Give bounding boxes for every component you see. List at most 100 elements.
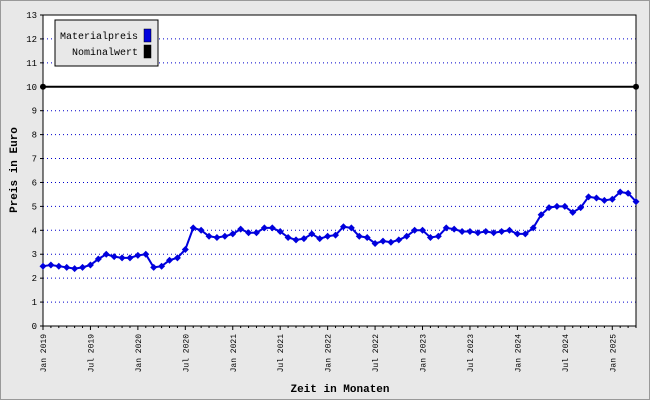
data-point bbox=[260, 224, 268, 232]
data-point bbox=[40, 83, 46, 90]
x-tick-label: Jul 2021 bbox=[277, 334, 286, 373]
data-point bbox=[442, 224, 450, 232]
data-point bbox=[458, 228, 466, 236]
legend-swatch bbox=[143, 28, 152, 43]
y-tick-label: 10 bbox=[26, 83, 37, 93]
data-point bbox=[237, 225, 245, 233]
legend-label: Nominalwert bbox=[72, 47, 138, 59]
data-point bbox=[118, 254, 126, 262]
data-point bbox=[94, 255, 102, 263]
data-point bbox=[545, 204, 553, 212]
data-point bbox=[316, 235, 324, 243]
y-tick-label: 3 bbox=[32, 250, 37, 260]
data-point bbox=[47, 261, 55, 269]
data-point bbox=[371, 239, 379, 247]
series-line bbox=[42, 190, 637, 270]
y-tick-label: 9 bbox=[32, 107, 37, 117]
data-point bbox=[379, 237, 387, 245]
data-point bbox=[466, 228, 474, 236]
data-point bbox=[633, 83, 639, 90]
data-point bbox=[142, 250, 150, 258]
legend: Materialpreis Nominalwert bbox=[54, 19, 159, 67]
data-point bbox=[332, 231, 340, 239]
data-point bbox=[482, 228, 490, 236]
legend-label: Materialpreis bbox=[60, 31, 138, 43]
data-point bbox=[403, 232, 411, 240]
data-point bbox=[521, 230, 529, 238]
data-point bbox=[213, 233, 221, 241]
data-point bbox=[624, 189, 632, 197]
data-point bbox=[221, 232, 229, 240]
data-point bbox=[284, 233, 292, 241]
data-point bbox=[245, 229, 253, 237]
x-tick-label: Jul 2022 bbox=[372, 334, 381, 373]
y-tick-label: 11 bbox=[26, 59, 37, 69]
plot-border bbox=[42, 14, 637, 327]
data-point bbox=[363, 233, 371, 241]
data-point bbox=[419, 226, 427, 234]
plot-area bbox=[43, 15, 636, 326]
data-point bbox=[490, 229, 498, 237]
data-point bbox=[498, 228, 506, 236]
data-point bbox=[158, 262, 166, 270]
data-point bbox=[229, 230, 237, 238]
y-tick-label: 6 bbox=[32, 178, 37, 188]
x-tick-label: Jan 2020 bbox=[135, 334, 144, 373]
data-point bbox=[181, 245, 189, 253]
legend-box bbox=[54, 19, 159, 67]
data-point bbox=[63, 263, 71, 271]
x-tick-label: Jul 2019 bbox=[87, 334, 96, 373]
data-point bbox=[474, 229, 482, 237]
data-point bbox=[505, 226, 513, 234]
data-point bbox=[616, 188, 624, 196]
data-point bbox=[585, 193, 593, 201]
data-point bbox=[189, 224, 197, 232]
data-point bbox=[292, 236, 300, 244]
data-point bbox=[632, 198, 640, 206]
x-tick-label: Jan 2019 bbox=[40, 334, 49, 373]
y-tick-label: 12 bbox=[26, 35, 37, 45]
x-tick-label: Jul 2020 bbox=[182, 334, 191, 373]
data-point bbox=[347, 224, 355, 232]
data-point bbox=[71, 265, 79, 273]
y-axis-title: Preis in Euro bbox=[9, 127, 21, 213]
data-point bbox=[411, 226, 419, 234]
data-point bbox=[529, 224, 537, 232]
data-point bbox=[134, 251, 142, 259]
data-point bbox=[569, 208, 577, 216]
data-point bbox=[86, 261, 94, 269]
data-point bbox=[387, 238, 395, 246]
data-point bbox=[426, 233, 434, 241]
y-tick-label: 4 bbox=[32, 226, 37, 236]
data-point bbox=[173, 254, 181, 262]
y-tick-label: 13 bbox=[26, 11, 37, 21]
x-tick-label: Jan 2024 bbox=[514, 334, 523, 373]
data-point bbox=[355, 232, 363, 240]
data-point bbox=[102, 250, 110, 258]
data-point bbox=[39, 262, 47, 270]
x-tick-label: Jan 2023 bbox=[420, 334, 429, 373]
data-point bbox=[150, 263, 158, 271]
data-point bbox=[197, 226, 205, 234]
data-point bbox=[553, 202, 561, 210]
y-tick-label: 8 bbox=[32, 131, 37, 141]
x-tick-label: Jan 2021 bbox=[230, 334, 239, 373]
data-point bbox=[300, 235, 308, 243]
data-point bbox=[308, 230, 316, 238]
data-point bbox=[395, 236, 403, 244]
data-point bbox=[268, 224, 276, 232]
y-tick-label: 1 bbox=[32, 298, 37, 308]
data-point bbox=[276, 228, 284, 236]
data-point bbox=[166, 256, 174, 264]
x-tick-label: Jan 2022 bbox=[325, 334, 334, 373]
data-point bbox=[450, 225, 458, 233]
x-axis-title: Zeit in Monaten bbox=[290, 384, 389, 396]
data-point bbox=[600, 196, 608, 204]
x-tick-label: Jul 2023 bbox=[467, 334, 476, 373]
legend-swatch bbox=[143, 44, 152, 59]
data-point bbox=[561, 202, 569, 210]
data-point bbox=[205, 232, 213, 240]
data-point bbox=[126, 254, 134, 262]
data-point bbox=[339, 223, 347, 231]
